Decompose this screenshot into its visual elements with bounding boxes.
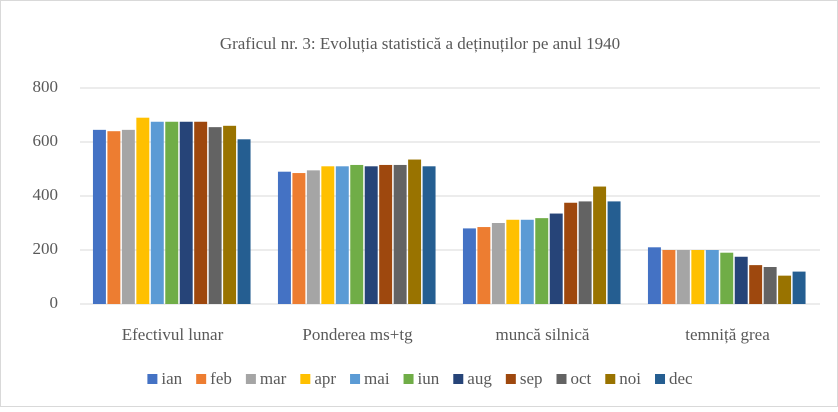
bar [194,121,208,304]
bar [379,164,393,304]
legend-swatch [453,374,464,384]
bar [237,139,251,304]
y-tick-label: 800 [33,77,59,96]
y-tick-label: 600 [33,131,59,150]
bar [477,227,491,304]
bar [121,129,135,304]
x-tick-label: Ponderea ms+tg [302,325,413,344]
bar [607,201,621,304]
legend-swatch [147,374,158,384]
bar [277,171,291,304]
legend-swatch [605,374,616,384]
bar [422,166,436,304]
legend-swatch [556,374,567,384]
bar [321,166,335,304]
bar [335,166,349,304]
bar [491,223,505,304]
legend-label: dec [669,369,693,388]
bar [393,164,407,304]
bar [593,186,607,304]
chart-title: Graficul nr. 3: Evoluția statistică a de… [220,34,620,53]
bar [564,202,578,304]
bar [408,159,422,304]
legend-label: aug [467,369,492,388]
bar [720,252,734,304]
y-tick-label: 400 [33,185,59,204]
bar [792,271,806,304]
bar [647,247,661,304]
bar [691,250,705,304]
y-tick-label: 0 [50,293,59,312]
bar [549,213,563,304]
bar [662,250,676,304]
bar [734,256,748,304]
bar [705,250,719,304]
legend-swatch [505,374,516,384]
bar [364,166,378,304]
bar [306,170,320,304]
x-tick-label: muncă silnică [496,325,590,344]
bar [520,219,534,304]
legend-label: mai [364,369,390,388]
bar [107,131,121,304]
legend-label: mar [260,369,287,388]
legend-label: noi [619,369,641,388]
legend-swatch [245,374,256,384]
legend-label: feb [210,369,232,388]
legend-label: sep [520,369,543,388]
legend-swatch [403,374,414,384]
bar [778,275,792,304]
legend-swatch [196,374,207,384]
legend-swatch [300,374,311,384]
legend-label: ian [161,369,182,388]
bar [535,218,549,304]
bar [150,121,164,304]
bar [179,121,193,304]
legend-swatch [655,374,666,384]
bar [165,121,179,304]
bar [208,127,222,305]
x-tick-label: Efectivul lunar [122,325,224,344]
bar [136,117,150,304]
bar [578,201,592,304]
bar [676,250,690,304]
legend-label: apr [314,369,336,388]
bar [92,129,106,304]
bar [350,164,364,304]
bar [223,125,237,304]
bar [749,265,763,304]
bar [506,219,520,304]
bar [292,173,306,304]
legend-label: iun [418,369,440,388]
bar [462,228,476,304]
x-tick-label: temniță grea [685,325,770,344]
y-tick-label: 200 [33,239,59,258]
legend-swatch [350,374,361,384]
bar [763,267,777,304]
legend-label: oct [571,369,592,388]
